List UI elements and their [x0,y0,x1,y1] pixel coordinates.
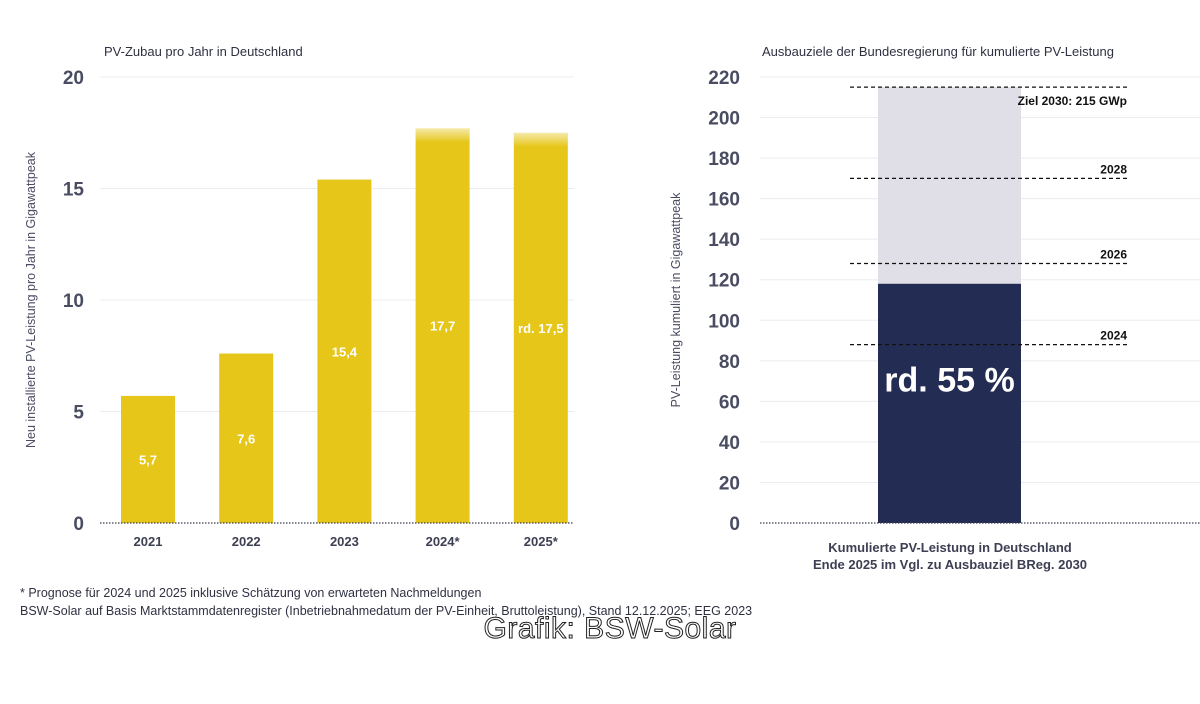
left-x-tick-label: 2021 [134,534,163,549]
left-y-axis-label: Neu installierte PV-Leistung pro Jahr in… [24,151,38,448]
reference-line-label: 2024 [1100,329,1127,343]
left-bar-data-label: 5,7 [139,452,157,467]
left-x-tick-label: 2025* [524,534,559,549]
left-chart-title: PV-Zubau pro Jahr in Deutschland [104,44,303,59]
right-y-tick-label: 80 [719,352,740,373]
footnote-estimate: * Prognose für 2024 und 2025 inklusive S… [20,586,482,600]
left-x-tick-label: 2022 [232,534,261,549]
annual-additions-chart: PV-Zubau pro Jahr in Deutschland 0 5 10 15 2… [24,44,574,549]
left-bar [219,353,274,523]
reference-line-label: Ziel 2030: 215 GWp [1018,94,1127,108]
left-y-ticks: 0 5 10 15 20 [63,68,85,535]
left-bars: 5,7 7,6 15,4 17,7 rd. 17,5 [121,120,568,524]
right-y-tick-label: 0 [729,514,740,535]
right-y-tick-label: 60 [719,392,740,413]
left-bar-data-label: rd. 17,5 [518,321,564,336]
left-bar [513,132,568,523]
right-y-tick-label: 100 [708,311,740,332]
right-bars: rd. 55 % [878,87,1021,524]
left-bar-data-label: 7,6 [237,431,255,446]
left-y-tick-label: 10 [63,291,84,312]
right-caption-line-2: Ende 2025 im Vgl. zu Ausbauziel BReg. 20… [813,557,1087,572]
right-y-tick-label: 40 [719,433,740,454]
cumulative-target-chart: Ausbauziele der Bundesregierung für kumu… [669,44,1200,572]
left-bar-data-label: 15,4 [332,344,358,359]
right-y-tick-label: 20 [719,473,740,494]
image-credit: Grafik: BSW-Solar [483,612,737,646]
left-bar [317,179,372,523]
right-y-tick-label: 120 [708,271,740,292]
reference-line-label: 2026 [1100,248,1127,262]
right-y-tick-label: 140 [708,230,740,251]
left-bar-estimate-fade [415,120,470,143]
left-bar-estimate-fade [513,124,568,147]
right-reference-lines: Ziel 2030: 215 GWp 2028 2026 2024 [850,86,1127,346]
right-y-tick-label: 180 [708,149,740,170]
right-y-tick-label: 220 [708,68,740,89]
left-y-tick-label: 20 [63,68,84,89]
right-y-ticks: 0 20 40 60 80 100 120 140 160 180 200 220 [708,68,740,535]
right-caption-line-1: Kumulierte PV-Leistung in Deutschland [828,540,1071,555]
right-y-tick-label: 200 [708,109,740,130]
left-x-tick-label: 2023 [330,534,359,549]
right-y-axis-label: PV-Leistung kumuliert in Gigawattpeak [669,192,683,407]
cumulative-bar [878,283,1021,523]
left-x-ticks: 2021 2022 2023 2024* 2025* [134,534,559,549]
left-bar [121,395,175,523]
left-x-tick-label: 2024* [426,534,461,549]
footnote-source: BSW-Solar auf Basis Marktstammdatenregis… [20,604,753,618]
reference-line-label: 2028 [1100,162,1127,176]
left-bar [415,128,470,524]
left-bar-data-label: 17,7 [430,319,455,334]
left-y-tick-label: 0 [73,514,84,535]
left-y-tick-label: 15 [63,180,85,201]
left-y-tick-label: 5 [73,403,84,424]
cumulative-share-label: rd. 55 % [884,361,1014,399]
right-y-tick-label: 160 [708,190,740,211]
right-chart-title: Ausbauziele der Bundesregierung für kumu… [762,44,1114,59]
